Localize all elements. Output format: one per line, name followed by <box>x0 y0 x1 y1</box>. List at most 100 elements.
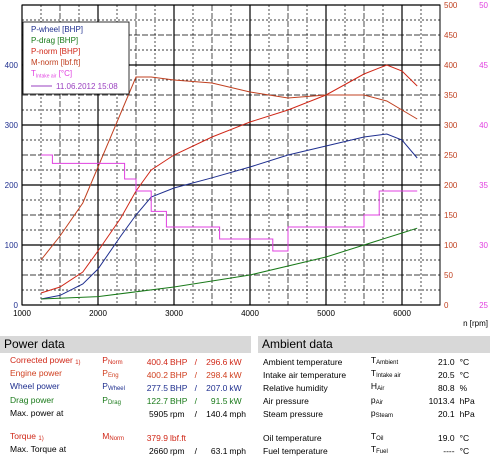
chart-series <box>40 64 418 300</box>
power-value-2: 63.1 <box>210 445 228 456</box>
power-value-2: 140.4 <box>206 409 228 420</box>
ambient-symbol: T <box>370 431 377 442</box>
power-value-2: 91.5 <box>210 396 228 407</box>
ambient-panel-title: Ambient data <box>258 336 490 353</box>
power-unit-1: BHP <box>169 369 188 380</box>
ambient-label: Steam pressure <box>263 409 323 420</box>
y-right-temp-tick-label: 30 <box>479 241 488 250</box>
row-gap <box>262 421 482 431</box>
dyno-chart: 0100200300400050100150200250300350400450… <box>5 1 489 328</box>
ambient-symbol-sub: Fuel <box>376 449 388 456</box>
ambient-symbol: T <box>370 355 377 365</box>
power-unit-2: kW <box>229 369 242 380</box>
ambient-unit: hPa <box>459 409 475 420</box>
ambient-row: Intake air temperature TIntake air 20.5 °C <box>262 368 482 381</box>
ambient-row: Relative humidity HAir 80.8% <box>262 381 482 394</box>
y-right-torque-tick-label: 450 <box>444 31 458 40</box>
power-unit-1: rpm <box>169 445 185 456</box>
power-unit-1: rpm <box>169 409 185 420</box>
power-symbol: P <box>102 381 108 392</box>
power-row: Corrected power 1) PNorm 400.4 BHP/296.6 kW <box>9 355 249 368</box>
x-tick-label: 2000 <box>89 309 107 318</box>
power-label: Engine power <box>10 368 62 379</box>
power-value-1: 400.4 <box>146 356 168 367</box>
series-line-2 <box>40 64 418 294</box>
ambient-unit: °C <box>459 432 470 443</box>
ambient-row: Ambient temperature TAmbient 21.0 °C <box>262 355 482 368</box>
ambient-value: 21.0 <box>438 356 455 367</box>
legend-wheel: P-wheel [BHP] <box>31 25 83 34</box>
power-label: Max. Torque at <box>10 444 67 455</box>
power-unit-2: mph <box>229 409 246 420</box>
y-right-torque-tick-label: 400 <box>444 61 458 70</box>
power-symbol: M <box>102 431 110 442</box>
power-value-1: 122.7 <box>146 396 168 407</box>
power-label: Drag power <box>10 394 54 405</box>
x-tick-label: 6000 <box>393 309 411 318</box>
axis-ticks: 0100200300400050100150200250300350400450… <box>5 1 489 318</box>
power-unit-2: kW <box>229 356 242 367</box>
ambient-unit: % <box>459 382 468 393</box>
legend: P-wheel [BHP] P-drag [BHP] P-norm [BHP] … <box>22 21 130 95</box>
power-row: Max. Torque at 2660 rpm/63.1 mph <box>9 444 249 457</box>
series-line-1 <box>40 227 418 300</box>
ambient-label: Fuel temperature <box>263 445 328 456</box>
y-right-torque-tick-label: 50 <box>444 271 453 280</box>
ambient-symbol: T <box>370 368 377 379</box>
x-axis-label: n [rpm] <box>463 319 488 328</box>
x-tick-label: 3000 <box>165 309 183 318</box>
x-tick-label: 4000 <box>241 309 259 318</box>
y-right-torque-tick-label: 500 <box>444 1 458 10</box>
power-row: Max. power at 5905 rpm/140.4 mph <box>9 408 249 421</box>
power-value-1: 277.5 <box>146 382 168 393</box>
power-value-2: 296.6 <box>206 356 228 367</box>
power-unit-2 <box>228 431 249 444</box>
power-label: Max. power at <box>10 407 64 418</box>
power-label: Wheel power <box>10 381 60 392</box>
power-symbol: P <box>102 355 108 365</box>
series-line-0 <box>40 133 418 300</box>
power-symbol-sub: Wheel <box>107 386 125 393</box>
ambient-unit: °C <box>459 356 470 367</box>
power-row: Engine power PEng 400.2 BHP/298.4 kW <box>9 368 249 381</box>
x-tick-label: 1000 <box>13 309 31 318</box>
y-right-temp-tick-label: 45 <box>479 61 488 70</box>
power-value-1: 5905 <box>149 409 168 420</box>
legend-date: 11.06.2012 15:08 <box>56 82 118 91</box>
ambient-symbol: p <box>370 407 376 418</box>
y-left-tick-label: 100 <box>5 241 19 250</box>
y-right-torque-tick-label: 150 <box>444 211 458 220</box>
power-value-1: 379.9 <box>146 432 168 443</box>
ambient-table: Ambient temperature TAmbient 21.0 °C Intake … <box>262 355 482 458</box>
y-right-torque-tick-label: 200 <box>444 181 458 190</box>
ambient-row: Air pressure pAir 1013.4 hPa <box>262 395 482 408</box>
power-unit-2: kW <box>229 382 242 393</box>
legend-intake: TIntake air [°C] <box>31 69 72 80</box>
ambient-symbol-sub: Air <box>377 386 385 393</box>
ambient-symbol-sub: Intake air <box>376 373 401 380</box>
ambient-symbol-sub: Ambient <box>376 360 399 366</box>
series-line-3 <box>40 76 418 261</box>
power-symbol-sub: Eng <box>107 373 119 380</box>
ambient-value: 20.1 <box>438 409 455 420</box>
y-right-torque-tick-label: 0 <box>444 301 449 310</box>
power-symbol: P <box>102 394 108 405</box>
y-left-tick-label: 200 <box>5 181 19 190</box>
ambient-symbol-sub: Oil <box>376 436 384 443</box>
ambient-label: Relative humidity <box>263 382 328 393</box>
ambient-label: Intake air temperature <box>263 369 347 380</box>
power-symbol-sub: Drag <box>107 399 121 406</box>
power-unit-1: BHP <box>169 356 188 367</box>
chart-grid <box>21 4 441 306</box>
legend-box <box>22 21 130 95</box>
power-value-1: 400.2 <box>146 369 168 380</box>
power-symbol: P <box>102 368 108 379</box>
legend-drag: P-drag [BHP] <box>31 36 78 45</box>
ambient-symbol-sub: Air <box>375 399 383 406</box>
ambient-unit: °C <box>459 369 470 380</box>
ambient-value: 19.0 <box>438 432 455 443</box>
power-label: Corrected power <box>10 355 73 365</box>
ambient-label: Oil temperature <box>263 432 322 443</box>
power-unit-1: BHP <box>169 382 188 393</box>
ambient-row: Steam pressure pSteam 20.1 hPa <box>262 408 482 421</box>
